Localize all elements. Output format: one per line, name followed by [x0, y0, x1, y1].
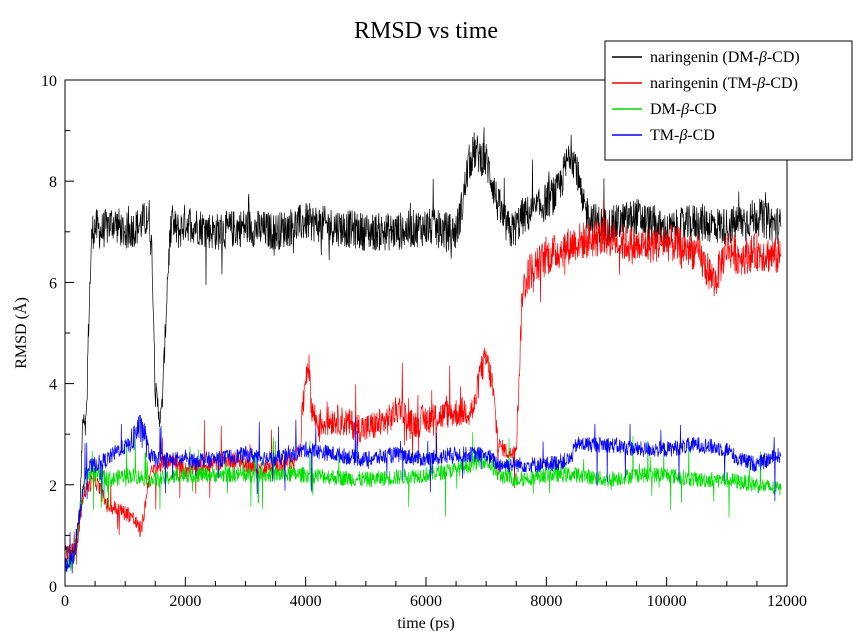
series-1-line [64, 200, 782, 565]
y-tick-label: 4 [49, 377, 57, 394]
y-tick-label: 6 [49, 275, 57, 292]
y-tick-label: 8 [49, 174, 57, 191]
chart-title: RMSD vs time [354, 18, 498, 44]
legend-entry: naringenin (DM-β-CD) [650, 49, 800, 66]
series-2-line [64, 432, 782, 572]
x-tick-label: 10000 [647, 593, 687, 610]
ticks-layer: 0 2000 4000 6000 8000 10000 12000 0 2 4 6 8 10 [41, 73, 807, 610]
legend: naringenin (DM-β-CD) naringenin (TM-β-CD)… [604, 40, 853, 161]
x-tick-label: 8000 [530, 593, 562, 610]
y-tick-label: 10 [41, 73, 57, 90]
y-axis-label: RMSD (Å) [12, 297, 30, 369]
x-tick-label: 6000 [410, 593, 442, 610]
y-tick-label: 0 [49, 579, 57, 596]
legend-entry: TM-β-CD [650, 127, 715, 144]
legend-entry: DM-β-CD [650, 101, 717, 118]
legend-entry: naringenin (TM-β-CD) [650, 75, 798, 92]
legend-box [604, 40, 853, 161]
y-tick-label: 2 [49, 478, 57, 495]
x-tick-label: 0 [61, 593, 69, 610]
x-tick-label: 2000 [169, 593, 201, 610]
series-3-line [64, 414, 782, 574]
x-tick-label: 12000 [767, 593, 807, 610]
x-tick-label: 4000 [290, 593, 322, 610]
series-0-line [64, 127, 782, 559]
series-layer [64, 127, 782, 574]
x-axis-label: time (ps) [397, 615, 454, 631]
